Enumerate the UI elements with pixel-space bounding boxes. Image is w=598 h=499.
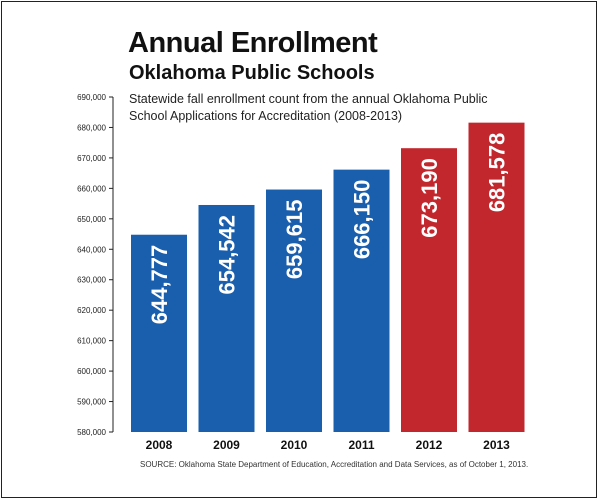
x-tick-label: 2009 xyxy=(213,438,240,452)
y-tick-label: 620,000 xyxy=(77,306,106,315)
x-tick-label: 2011 xyxy=(348,438,374,452)
y-axis: 580,000 590,000 600,000 610,000 620,000 630,0… xyxy=(77,93,114,437)
bar-2012 xyxy=(401,148,457,432)
bar-value-label: 673,190 xyxy=(417,158,442,238)
bar-value-label: 681,578 xyxy=(485,133,510,213)
chart-title: Annual Enrollment xyxy=(128,27,378,59)
x-tick-label: 2013 xyxy=(483,438,510,452)
bar-value-label: 659,615 xyxy=(282,200,307,280)
chart-subtitle: Oklahoma Public Schools xyxy=(129,62,375,84)
y-tick-label: 610,000 xyxy=(77,337,106,346)
x-tick-label: 2008 xyxy=(146,438,173,452)
source-note: SOURCE: Oklahoma State Department of Edu… xyxy=(140,460,529,469)
x-tick-label: 2012 xyxy=(416,438,443,452)
x-tick-label: 2010 xyxy=(281,438,308,452)
bar-value-label: 644,777 xyxy=(147,245,172,325)
y-tick-label: 690,000 xyxy=(77,93,106,102)
y-tick-label: 650,000 xyxy=(77,215,106,224)
bars: 644,777 654,542 659,615 666,150 673,190 681,5… xyxy=(131,122,525,433)
bar-2009 xyxy=(198,204,255,432)
bar-2010 xyxy=(266,189,322,432)
y-tick-label: 660,000 xyxy=(77,184,106,193)
bar-2008 xyxy=(131,234,187,432)
y-tick-label: 640,000 xyxy=(77,245,106,254)
y-tick-label: 670,000 xyxy=(77,154,106,163)
y-tick-label: 600,000 xyxy=(77,367,106,376)
bar-value-label: 666,150 xyxy=(350,180,375,260)
bar-2013 xyxy=(468,122,525,433)
chart-description: Statewide fall enrollment count from the… xyxy=(129,92,488,123)
y-tick-label: 590,000 xyxy=(77,398,106,407)
x-axis: 2008 2009 2010 2011 2012 2013 xyxy=(146,438,511,452)
y-tick-label: 680,000 xyxy=(77,123,106,132)
bar-2011 xyxy=(333,169,390,432)
bar-value-label: 654,542 xyxy=(215,215,240,295)
y-tick-label: 630,000 xyxy=(77,276,106,285)
y-tick-label: 580,000 xyxy=(77,428,106,437)
